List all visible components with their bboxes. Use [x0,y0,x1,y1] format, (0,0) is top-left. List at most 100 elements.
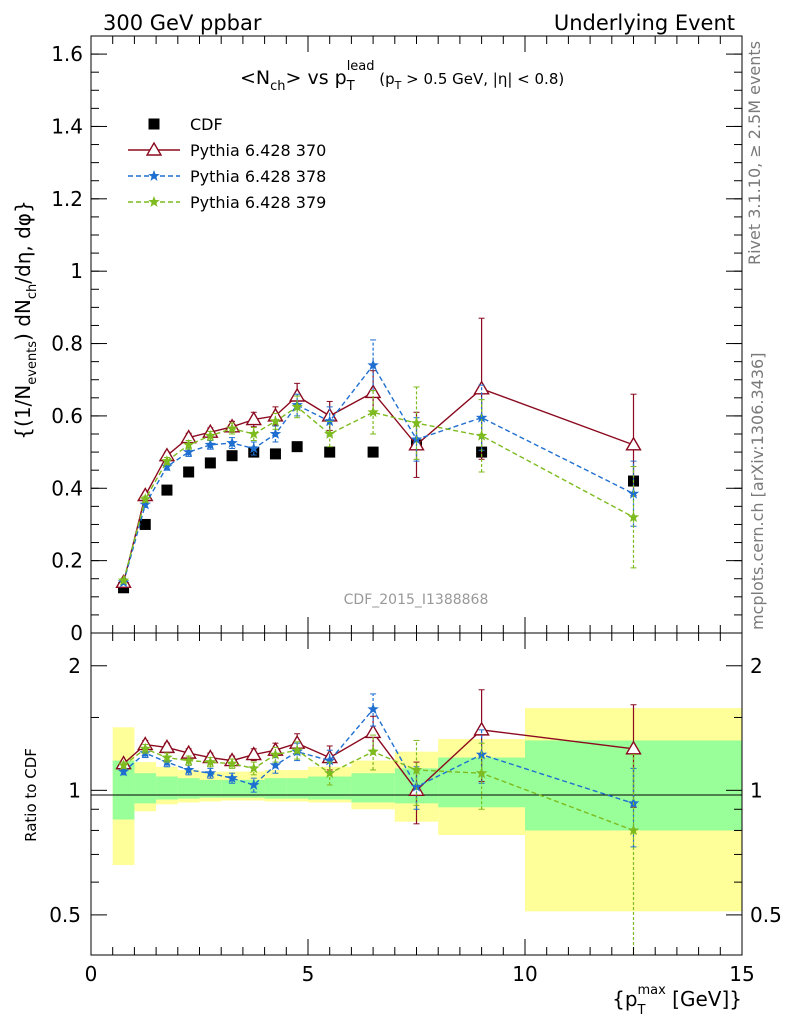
legend-label: CDF [190,115,223,134]
green-band [156,776,178,800]
ratio-point [269,759,282,771]
legend-entry: Pythia 6.428 378 [128,167,326,186]
legend-marker [148,170,160,181]
data-point [367,359,379,371]
x-tick-label: 15 [729,962,754,986]
ratio-point [625,740,642,755]
data-point [627,487,640,499]
data-point [324,446,336,458]
y-axis-label-ratio: Ratio to CDF [22,748,40,842]
data-point [204,438,217,450]
data-point [161,455,173,466]
legend-entry: Pythia 6.428 370 [128,141,326,160]
svg-text:{(1/Nevents) dNch/dη, dφ}: {(1/Nevents) dNch/dη, dφ} [11,200,40,439]
legend-label: Pythia 6.428 379 [190,193,326,212]
ratio-line [123,708,634,805]
legend-entry: Pythia 6.428 379 [128,193,326,212]
data-point [226,422,238,434]
ratio-point [364,724,382,739]
main-panel-frame [90,35,743,634]
data-point [183,466,195,478]
ratio-y-tick-label-right: 2 [750,654,763,678]
header-left: 300 GeV ppbar [103,11,262,35]
y-tick-label: 0.2 [51,549,83,573]
green-band [177,778,200,799]
ratio-point [117,759,130,771]
data-point [248,442,260,454]
data-point [117,574,130,586]
ratio-point [248,779,260,790]
svg-text:{pTmax [GeV]}: {pTmax [GeV]} [612,983,742,1018]
ratio-y-tick-label: 0.5 [49,903,81,927]
ratio-point [324,754,336,766]
ratio-panel: 0.5 0.5 1 1 2 2 0 5 10 15 Ratio to CDF [22,632,782,986]
data-point [324,415,336,427]
y-tick-label: 1.4 [51,114,83,138]
green-band [134,773,157,804]
chart-title: <Nch> vs pTlead (pT > 0.5 GeV, |η| < 0.8… [240,59,564,94]
ratio-point [367,745,379,757]
data-point [269,415,282,427]
data-point [204,457,216,469]
data-point [139,518,151,530]
green-band [264,778,287,799]
analysis-watermark: CDF_2015_I1388868 [344,592,489,608]
data-point [161,460,173,472]
data-point [291,441,303,453]
x-tick-label: 10 [512,962,537,986]
y-tick-label: 0.6 [51,404,83,428]
ratio-point [269,748,282,760]
ratio-point [182,764,195,775]
series-pythia-6428-378 [117,339,640,588]
legend-entry: CDF [148,115,223,134]
green-band [112,760,135,820]
data-point [269,448,281,460]
ratio-point [291,744,303,756]
data-point [367,446,379,458]
series-line [122,388,634,583]
ratio-point [204,767,217,779]
data-point [324,428,336,439]
data-point [367,406,379,418]
green-band [286,778,308,799]
y-tick-label: 1 [70,259,83,283]
ratio-point [367,703,379,715]
green-band [242,779,265,798]
ratio-bands [112,708,742,912]
legend-marker [148,196,160,207]
ratio-point [161,751,173,763]
ratio-y-tick-label: 2 [68,654,81,678]
data-point [291,400,303,412]
series-line [122,406,634,581]
ratio-point [182,754,195,766]
ratio-y-tick-label-right: 0.5 [750,903,782,927]
ratio-point [410,764,423,775]
ratio-point [475,767,488,779]
mcplots-label: mcplots.cern.ch [arXiv:1306.3436] [748,353,767,630]
data-point [475,429,488,441]
legend-label: Pythia 6.428 378 [190,167,326,186]
ratio-point [248,762,260,774]
y-tick-label: 1.6 [51,42,83,66]
y-tick-label: 0.4 [51,476,83,500]
data-point [161,484,173,496]
data-point [182,446,195,457]
data-point [627,511,640,523]
data-point [139,493,151,504]
main-series-layer [115,317,642,594]
ratio-point [117,765,130,777]
data-point [182,438,195,450]
main-ticks: 0 0.2 0.4 0.6 0.8 1 1.2 1.4 1.6 [51,36,743,645]
header-right: Underlying Event [554,11,735,35]
data-point [204,429,217,441]
data-point [248,428,260,439]
main-panel: 0 0.2 0.4 0.6 0.8 1 1.2 1.4 1.6 <Nch> vs pTlead … [11,35,743,645]
data-point [226,437,238,448]
x-tick-label: 0 [85,962,98,986]
y-tick-label: 0.8 [51,332,83,356]
data-point [475,411,488,423]
ratio-point [226,757,238,769]
green-band [308,776,352,800]
ratio-line [123,748,634,832]
ratio-point [226,772,238,783]
